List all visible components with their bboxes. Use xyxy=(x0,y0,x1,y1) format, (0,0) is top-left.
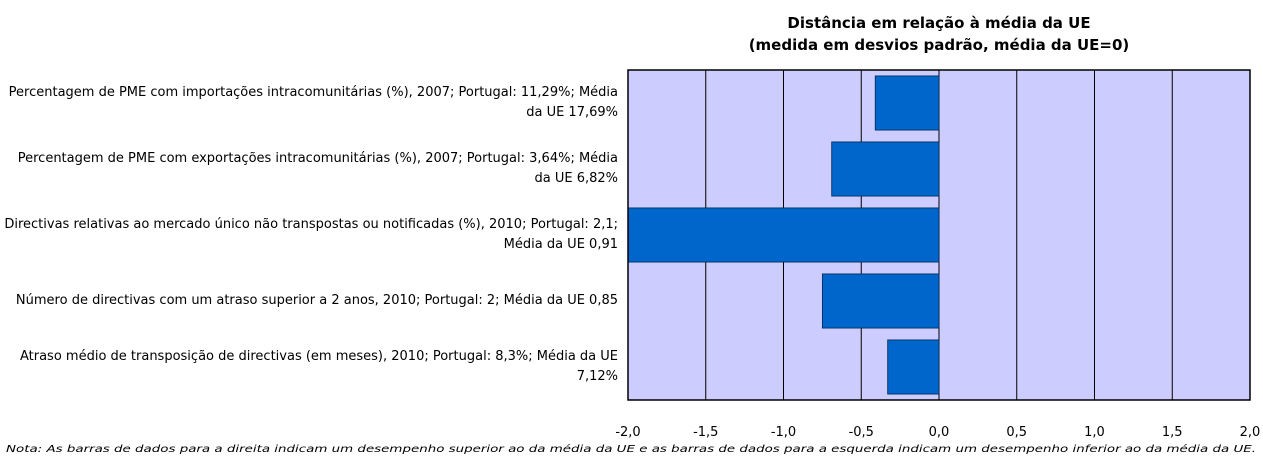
x-tick-label: 2,0 xyxy=(1240,425,1261,440)
x-tick-label: 1,0 xyxy=(1084,425,1105,440)
bar xyxy=(627,207,940,263)
y-tick-label: Percentagem de PME com exportações intra… xyxy=(17,151,618,186)
x-tick-label: -1,0 xyxy=(771,425,796,440)
bar xyxy=(874,75,940,131)
note: Nota: As barras de dados para a direita … xyxy=(6,443,1256,455)
x-tick-label: -0,5 xyxy=(849,425,874,440)
x-tick-label: 1,5 xyxy=(1162,425,1183,440)
plot-border xyxy=(627,69,1251,401)
y-tick-label: Directivas relativas ao mercado único nã… xyxy=(4,217,618,252)
chart-subtitle: (medida em desvios padrão, média da UE=0… xyxy=(748,36,1130,54)
x-tick-label: 0,5 xyxy=(1006,425,1027,440)
y-tick-label: Atraso médio de transposição de directiv… xyxy=(19,349,618,384)
y-tick-label: Número de directivas com um atraso super… xyxy=(15,293,618,308)
bar xyxy=(831,141,940,197)
y-tick-label: Percentagem de PME com importações intra… xyxy=(8,85,618,120)
bar xyxy=(887,339,940,395)
chart-title: Distância em relação à média da UE xyxy=(787,14,1091,32)
x-tick-label: -2,0 xyxy=(615,425,640,440)
x-tick-label: 0,0 xyxy=(929,425,950,440)
x-tick-label: -1,5 xyxy=(693,425,718,440)
bar xyxy=(821,273,940,329)
